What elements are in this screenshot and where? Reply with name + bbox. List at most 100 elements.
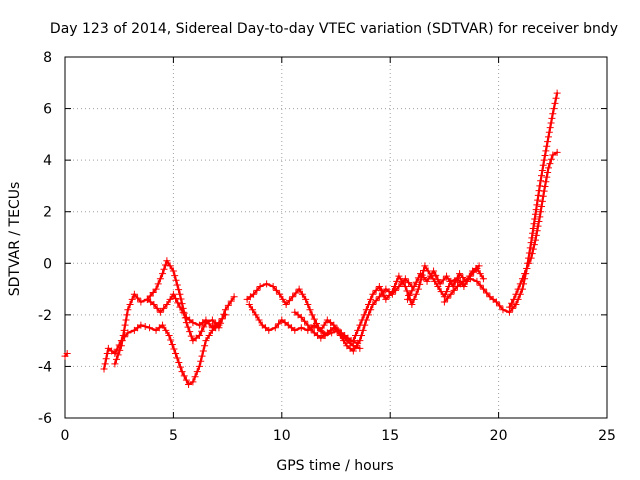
data-point [546, 160, 554, 168]
data-point [193, 368, 201, 376]
x-tick-label: 10 [273, 428, 291, 444]
data-point [124, 329, 132, 337]
data-point [175, 286, 183, 294]
data-point [391, 282, 399, 290]
data-point [269, 282, 277, 290]
data-point [152, 285, 160, 293]
data-point [150, 301, 158, 309]
data-point [173, 354, 181, 362]
data-point [549, 110, 557, 118]
data-point [175, 359, 183, 367]
data-point [537, 177, 545, 185]
data-point [550, 105, 558, 113]
data-point [538, 203, 546, 211]
data-point [496, 302, 504, 310]
data-point [117, 342, 125, 350]
y-tick-labels: -6 -4 -2 0 2 4 6 8 [38, 50, 52, 427]
data-point [529, 245, 537, 253]
data-point [508, 299, 516, 307]
data-point [406, 291, 414, 299]
data-point [483, 289, 491, 297]
data-point [440, 298, 448, 306]
data-point [172, 350, 180, 358]
data-point [123, 311, 131, 319]
data-point [398, 277, 406, 285]
data-point [250, 290, 258, 298]
data-point [166, 295, 174, 303]
data-point [149, 289, 157, 297]
data-point [189, 319, 197, 327]
data-point [198, 327, 206, 335]
data-point [542, 147, 550, 155]
data-point [354, 326, 362, 334]
data-point [202, 316, 210, 324]
x-tick-label: 15 [381, 428, 399, 444]
data-point [336, 331, 344, 339]
data-point [527, 254, 535, 262]
data-point [423, 277, 431, 285]
data-point [195, 362, 203, 370]
data-point [159, 270, 167, 278]
data-point [169, 290, 177, 298]
data-point [173, 281, 181, 289]
data-point [446, 277, 454, 285]
data-point [200, 323, 208, 331]
data-point [307, 325, 315, 333]
y-tick-label: -4 [38, 359, 52, 375]
data-point [535, 218, 543, 226]
data-point [499, 306, 507, 314]
data-point [530, 241, 538, 249]
data-point [265, 326, 273, 334]
y-axis-label: SDTVAR / TECUs [7, 182, 23, 297]
data-point [304, 321, 312, 329]
data-point [408, 301, 416, 309]
data-point [401, 282, 409, 290]
data-point [122, 316, 130, 324]
data-point [456, 270, 464, 278]
data-point [450, 286, 458, 294]
data-point [182, 376, 190, 384]
data-point [530, 220, 538, 228]
data-point [382, 295, 390, 303]
series-arc-4 [143, 290, 229, 332]
data-point [367, 295, 375, 303]
data-point [444, 294, 452, 302]
data-point [426, 272, 434, 280]
data-point [297, 324, 305, 332]
data-point [542, 178, 550, 186]
data-point [255, 316, 263, 324]
data-point [349, 337, 357, 345]
data-point [102, 355, 110, 363]
data-point [531, 210, 539, 218]
data-point [443, 272, 451, 280]
data-point [532, 231, 540, 239]
data-point [544, 164, 552, 172]
data-point [546, 124, 554, 132]
data-point [545, 128, 553, 136]
data-point [408, 287, 416, 295]
data-point [375, 282, 383, 290]
data-point [63, 350, 71, 358]
data-point [119, 331, 127, 339]
data-point [116, 346, 124, 354]
data-series [61, 89, 561, 388]
data-point [514, 285, 522, 293]
data-point [352, 331, 360, 339]
data-point [121, 321, 129, 329]
data-point [369, 290, 377, 298]
data-point [165, 331, 173, 339]
data-point [176, 363, 184, 371]
data-point [179, 308, 187, 316]
data-point [544, 133, 552, 141]
x-axis-label: GPS time / hours [276, 458, 393, 474]
data-point [410, 295, 418, 303]
data-point [208, 316, 216, 324]
data-point [298, 290, 306, 298]
data-point [202, 337, 210, 345]
data-point [308, 311, 316, 319]
data-point [272, 286, 280, 294]
y-tick-label: -6 [38, 411, 52, 427]
data-point [111, 360, 119, 368]
data-point [414, 285, 422, 293]
